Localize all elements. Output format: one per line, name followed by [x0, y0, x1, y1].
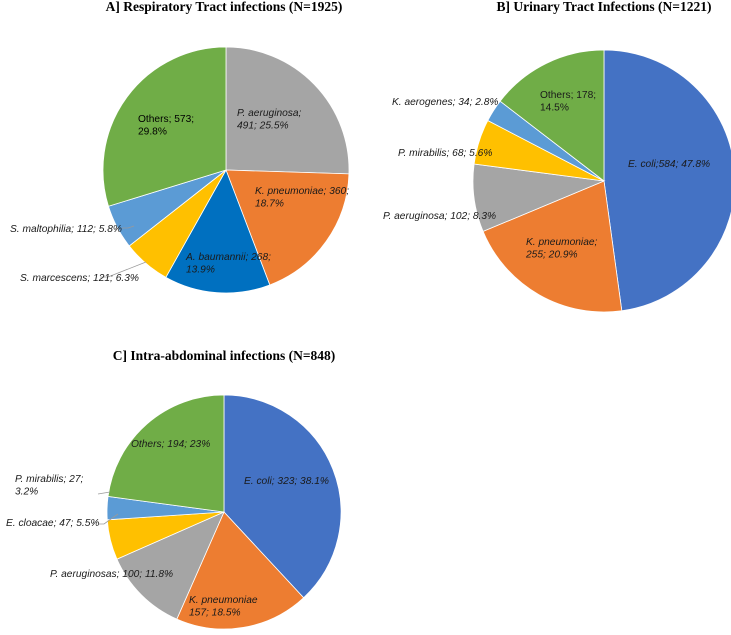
data-label-respiratory-p-aeruginosa: P. aeruginosa; 491; 25.5% — [237, 108, 302, 132]
data-label-line-urinary-k-pneumoniae-1: K. pneumoniae; — [526, 237, 598, 248]
data-label-line-intra-abdominal-k-pneumoniae-1: K. pneumoniae — [189, 595, 258, 606]
data-label-line-respiratory-p-aeruginosa-2: 491; 25.5% — [237, 121, 289, 132]
leader-line-intra-abdominal-e-cloacae — [98, 513, 119, 525]
data-label-intra-abdominal-e-coli: E. coli; 323; 38.1% — [244, 476, 329, 487]
data-label-line-intra-abdominal-k-pneumoniae-2: 157; 18.5% — [189, 608, 241, 619]
data-label-urinary-p-mirabilis: P. mirabilis; 68; 5.6% — [398, 148, 492, 159]
leader-line-respiratory-s-marcescens — [100, 261, 147, 278]
data-label-line-intra-abdominal-others-1: Others; 194; 23% — [131, 439, 210, 450]
data-label-urinary-k-pneumoniae: K. pneumoniae; 255; 20.9% — [525, 237, 598, 261]
slices-urinary — [472, 49, 731, 313]
data-label-line-respiratory-k-pneumoniae-1: K. pneumoniae; 360; — [255, 186, 349, 197]
data-label-line-intra-abdominal-e-cloacae-1: E. cloacae; 47; 5.5% — [6, 518, 99, 529]
data-label-intra-abdominal-p-mirabilis: P. mirabilis; 27; 3.2% — [15, 474, 83, 498]
data-label-urinary-p-aeruginosa: P. aeruginosa; 102; 8.3% — [383, 211, 496, 222]
chart-urinary: B] Urinary Tract Infections (N=1221) E. … — [383, 0, 731, 313]
data-label-intra-abdominal-p-aeruginosas: P. aeruginosas; 100; 11.8% — [50, 569, 173, 580]
data-label-line-respiratory-others-2: 29.8% — [138, 127, 167, 138]
data-label-line-respiratory-a-baumannii-2: 13.9% — [186, 265, 215, 276]
slices-intra-abdominal — [106, 394, 342, 630]
data-label-intra-abdominal-others: Others; 194; 23% — [131, 439, 210, 450]
pie-slice-urinary-e-coli — [603, 49, 731, 312]
data-label-respiratory-s-maltophilia: S. maltophilia; 112; 5.8% — [10, 224, 122, 235]
data-label-line-respiratory-a-baumannii-1: A. baumannii; 268; — [185, 252, 271, 263]
data-label-respiratory-others: Others; 573; 29.8% — [138, 114, 194, 138]
pie-slice-respiratory-p-aeruginosa — [225, 46, 350, 175]
data-label-line-urinary-p-aeruginosa-1: P. aeruginosa; 102; 8.3% — [383, 211, 496, 222]
chart-respiratory: A] Respiratory Tract infections (N=1925)… — [10, 0, 350, 294]
pie-slice-intra-abdominal-p-aeruginosas — [116, 511, 225, 620]
pie-slice-respiratory-a-baumannii — [165, 169, 271, 294]
data-label-line-respiratory-s-maltophilia-1: S. maltophilia; 112; 5.8% — [10, 224, 122, 235]
pie-slice-intra-abdominal-others — [107, 394, 225, 513]
chart-title-urinary: B] Urinary Tract Infections (N=1221) — [497, 0, 712, 14]
data-label-urinary-e-coli: E. coli;584; 47.8% — [628, 159, 710, 170]
chart-title-respiratory: A] Respiratory Tract infections (N=1925) — [106, 0, 343, 14]
data-label-line-respiratory-others-1: Others; 573; — [138, 114, 194, 125]
data-label-respiratory-s-marcescens: S. marcescens; 121; 6.3% — [20, 273, 139, 284]
data-label-line-intra-abdominal-p-mirabilis-2: 3.2% — [15, 487, 38, 498]
data-label-line-urinary-k-pneumoniae-2: 255; 20.9% — [525, 250, 578, 261]
slices-respiratory — [102, 46, 350, 294]
labels-respiratory: P. aeruginosa; 491; 25.5% K. pneumoniae; 3… — [10, 108, 349, 284]
data-label-line-urinary-p-mirabilis-1: P. mirabilis; 68; 5.6% — [398, 148, 492, 159]
data-label-line-urinary-others-2: 14.5% — [540, 103, 569, 114]
pie-slice-urinary-others — [499, 49, 605, 182]
data-label-line-intra-abdominal-p-mirabilis-1: P. mirabilis; 27; — [15, 474, 83, 485]
data-label-urinary-others: Others; 178; 14.5% — [540, 90, 596, 114]
data-label-line-intra-abdominal-p-aeruginosas-1: P. aeruginosas; 100; 11.8% — [50, 569, 173, 580]
pie-slice-urinary-k-pneumoniae — [482, 180, 623, 313]
pie-slice-intra-abdominal-k-pneumoniae — [176, 511, 305, 630]
data-label-line-respiratory-k-pneumoniae-2: 18.7% — [255, 199, 284, 210]
data-label-line-respiratory-s-marcescens-1: S. marcescens; 121; 6.3% — [20, 273, 139, 284]
data-label-line-respiratory-p-aeruginosa-1: P. aeruginosa; — [237, 108, 302, 119]
chart-title-intra-abdominal: C] Intra-abdominal infections (N=848) — [113, 348, 336, 363]
data-label-line-intra-abdominal-e-coli-1: E. coli; 323; 38.1% — [244, 476, 329, 487]
pie-slice-respiratory-others — [102, 46, 227, 207]
pie-slice-intra-abdominal-e-coli — [223, 394, 342, 599]
data-label-intra-abdominal-e-cloacae: E. cloacae; 47; 5.5% — [6, 518, 99, 529]
leader-line-intra-abdominal-p-mirabilis — [97, 491, 111, 495]
data-label-respiratory-a-baumannii: A. baumannii; 268; 13.9% — [185, 252, 271, 276]
chart-intra-abdominal: C] Intra-abdominal infections (N=848) E.… — [6, 348, 342, 630]
labels-intra-abdominal: E. coli; 323; 38.1% K. pneumoniae 157; 18.… — [6, 439, 329, 619]
data-label-line-urinary-k-aerogenes-1: K. aerogenes; 34; 2.8% — [392, 97, 498, 108]
data-label-intra-abdominal-k-pneumoniae: K. pneumoniae 157; 18.5% — [189, 595, 258, 619]
leader-line-respiratory-s-maltophilia — [122, 225, 135, 229]
pie-slice-respiratory-k-pneumoniae — [225, 169, 350, 286]
data-label-line-urinary-others-1: Others; 178; — [540, 90, 596, 101]
data-label-line-urinary-e-coli-1: E. coli;584; 47.8% — [628, 159, 710, 170]
labels-urinary: E. coli;584; 47.8% K. pneumoniae; 255; 20.… — [383, 90, 710, 261]
data-label-urinary-k-aerogenes: K. aerogenes; 34; 2.8% — [392, 97, 498, 108]
data-label-respiratory-k-pneumoniae: K. pneumoniae; 360; 18.7% — [255, 186, 349, 210]
